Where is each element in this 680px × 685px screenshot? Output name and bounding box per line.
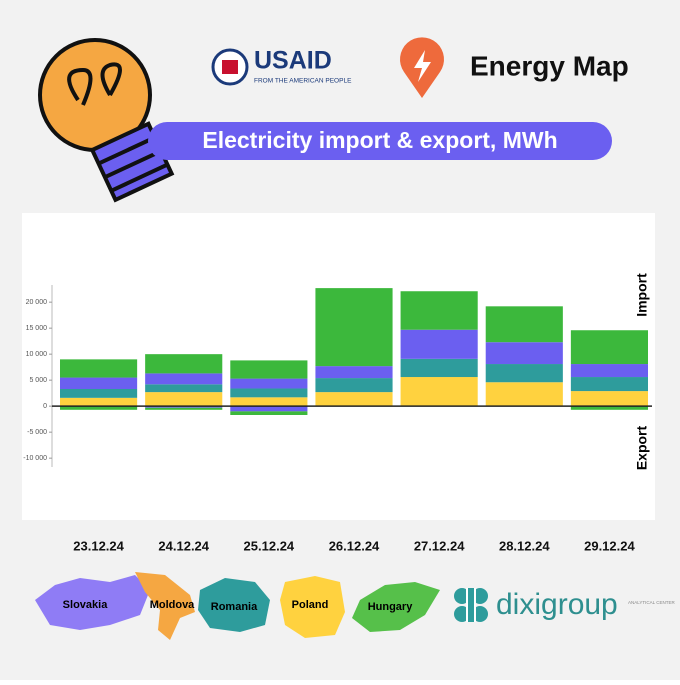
y-tick-label: -5 000	[27, 429, 47, 436]
bar-segment	[315, 288, 393, 367]
bar-segment	[230, 360, 308, 379]
bar-segment	[570, 330, 648, 365]
bar-segment	[60, 397, 138, 407]
y-tick-label: 5 000	[29, 377, 47, 384]
bar-segment	[570, 391, 648, 407]
bar-segment	[315, 378, 393, 393]
bar-segment	[485, 306, 563, 343]
x-tick-label: 28.12.24	[499, 538, 550, 553]
bar-segment	[145, 392, 223, 407]
bar-segment	[60, 389, 138, 398]
lightbulb-icon	[38, 38, 175, 203]
usaid-seal-flag	[222, 60, 238, 74]
country-maps	[35, 572, 440, 640]
bar-segment	[400, 329, 478, 359]
bar-segment	[230, 397, 308, 407]
logo-tagline: ANALYTICAL CENTER	[628, 600, 676, 605]
y-tick-label: -10 000	[23, 455, 47, 462]
bar-segment-export	[145, 406, 223, 408]
bar-segment	[145, 384, 223, 393]
bar-segment	[400, 377, 478, 407]
bar-segment	[400, 291, 478, 330]
map-slovakia	[35, 575, 150, 630]
bar-segment	[570, 364, 648, 378]
map-romania	[198, 578, 270, 632]
y-tick-label: 20 000	[26, 299, 48, 306]
map-label: Hungary	[368, 601, 414, 613]
x-tick-label: 25.12.24	[244, 538, 295, 553]
bar-segment-export	[145, 407, 223, 410]
usaid-tagline: FROM THE AMERICAN PEOPLE	[254, 78, 352, 85]
y-tick-label: 15 000	[26, 325, 48, 332]
usaid-text: USAID	[254, 47, 332, 75]
x-tick-label: 29.12.24	[584, 538, 635, 553]
map-hungary	[352, 582, 440, 632]
logo-text: dixigroup	[496, 588, 618, 621]
bar-segment-export	[230, 406, 308, 412]
y-tick-label: 10 000	[26, 351, 48, 358]
bar-segment	[315, 366, 393, 379]
bar-segment	[315, 392, 393, 407]
bar-segment	[485, 342, 563, 365]
brand-name: Energy Map	[470, 50, 629, 81]
export-label: Export	[634, 425, 650, 470]
x-tick-label: 23.12.24	[73, 538, 124, 553]
chart: 20 000 15 000 10 000 5 000 0 -5 000 -10 000 23.…	[23, 285, 652, 553]
energy-map-bolt	[414, 50, 431, 82]
x-tick-label: 27.12.24	[414, 538, 465, 553]
map-label: Romania	[211, 601, 258, 613]
bar-segment	[145, 373, 223, 385]
bar-segment	[230, 388, 308, 398]
import-label: Import	[634, 273, 650, 317]
bar-segment-export	[60, 406, 138, 410]
map-label: Poland	[292, 599, 329, 611]
map-label: Slovakia	[63, 599, 109, 611]
bar-segment	[60, 377, 138, 389]
chart-title: Electricity import & export, MWh	[202, 127, 557, 153]
bar-segment-export	[570, 406, 648, 410]
dixigroup-icon	[454, 588, 488, 622]
y-tick-label: 0	[43, 403, 47, 410]
x-tick-label: 26.12.24	[329, 538, 380, 553]
bar-segment	[145, 354, 223, 374]
bar-segment	[400, 358, 478, 378]
title-pill	[148, 122, 612, 160]
bar-segment	[485, 382, 563, 407]
bar-segment-export	[230, 411, 308, 415]
x-tick-label: 24.12.24	[158, 538, 209, 553]
bar-segment	[60, 359, 138, 378]
bar-segment	[230, 378, 308, 389]
bar-segment	[485, 364, 563, 383]
map-poland	[280, 576, 345, 638]
bar-segment	[570, 377, 648, 392]
map-label: Moldova	[150, 599, 195, 611]
map-moldova	[135, 572, 195, 640]
